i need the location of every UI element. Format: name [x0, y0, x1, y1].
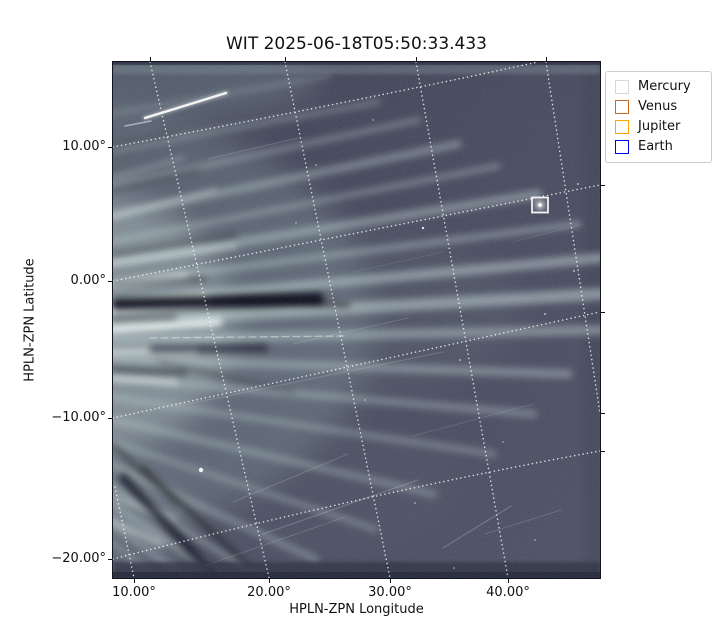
- plot-area: [112, 61, 601, 579]
- star-field: [198, 119, 579, 569]
- y-axis-label: HPLN-ZPN Latitude: [22, 258, 38, 382]
- legend-item-jupiter: Jupiter: [615, 117, 704, 137]
- legend: Mercury Venus Jupiter Earth: [605, 71, 712, 163]
- x-tick-label: 40.00°: [486, 585, 530, 600]
- x-tick-label: 10.00°: [112, 585, 156, 600]
- legend-item-venus: Venus: [615, 97, 704, 117]
- x-axis-label: HPLN-ZPN Longitude: [289, 602, 424, 617]
- heliospheric-image: [113, 62, 600, 578]
- mercury-marker: [531, 196, 549, 214]
- tick: [150, 57, 152, 61]
- tick: [601, 413, 605, 415]
- tick: [601, 185, 605, 187]
- x-tick-label: 20.00°: [247, 585, 291, 600]
- legend-item-earth: Earth: [615, 137, 704, 157]
- legend-label: Jupiter: [638, 119, 681, 134]
- y-tick-label: 10.00°: [62, 139, 106, 154]
- plot-title: WIT 2025-06-18T05:50:33.433: [226, 34, 487, 54]
- tick: [601, 312, 605, 314]
- graticule: [113, 62, 600, 578]
- legend-item-mercury: Mercury: [615, 77, 704, 97]
- legend-label: Mercury: [638, 79, 691, 94]
- image-grain: [113, 62, 600, 578]
- tick: [108, 559, 112, 561]
- jupiter-swatch-icon: [615, 120, 629, 134]
- tick: [390, 579, 392, 583]
- legend-label: Earth: [638, 139, 673, 154]
- tick: [134, 579, 136, 583]
- tick: [108, 281, 112, 283]
- venus-swatch-icon: [615, 100, 629, 114]
- mercury-swatch-icon: [615, 80, 629, 94]
- tick: [269, 579, 271, 583]
- tick: [108, 147, 112, 149]
- legend-label: Venus: [638, 99, 678, 114]
- y-tick-label: 0.00°: [70, 273, 106, 288]
- y-tick-label: −20.00°: [51, 551, 106, 566]
- tick: [546, 57, 548, 61]
- y-tick-label: −10.00°: [51, 410, 106, 425]
- tick: [108, 418, 112, 420]
- tick: [416, 57, 418, 61]
- tick: [285, 57, 287, 61]
- tick: [508, 579, 510, 583]
- earth-swatch-icon: [615, 140, 629, 154]
- x-tick-label: 30.00°: [368, 585, 412, 600]
- tick: [601, 451, 605, 453]
